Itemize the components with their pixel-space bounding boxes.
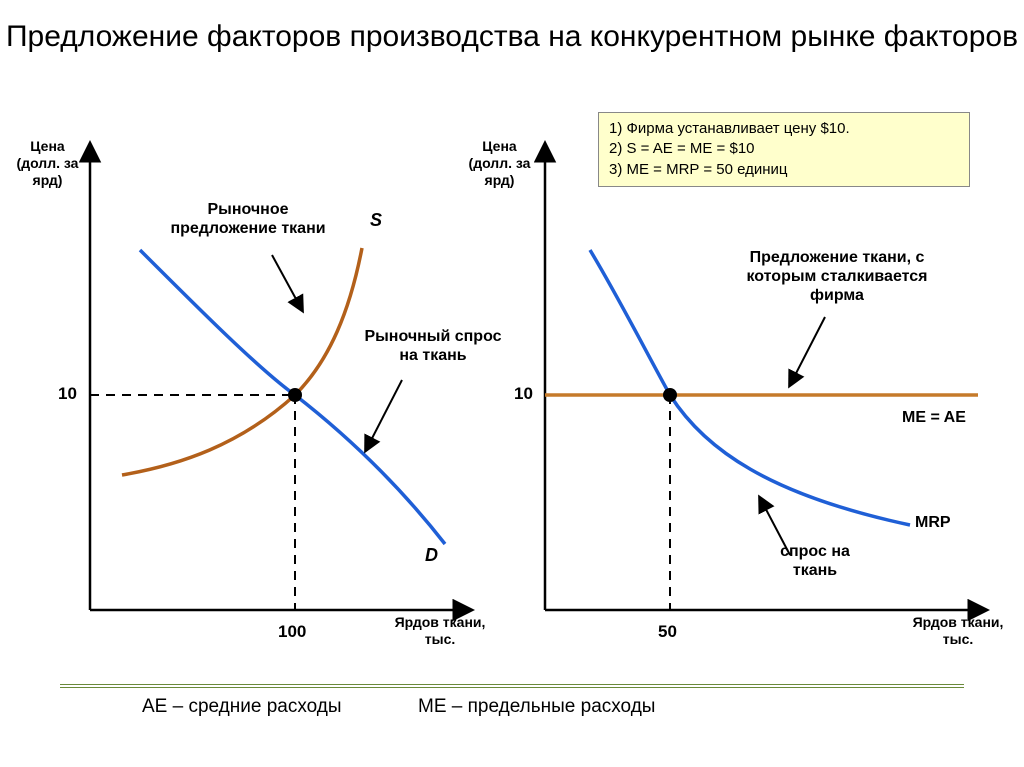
left-qty-tick: 100 (278, 622, 306, 642)
left-eq-point (288, 388, 302, 402)
right-price-tick: 10 (514, 384, 533, 404)
right-MEAE-label: ME = AE (902, 408, 966, 427)
right-demand-label: спрос на ткань (760, 542, 870, 580)
right-eq-point (663, 388, 677, 402)
right-y-axis-label: Цена (долл. за ярд) (462, 138, 537, 188)
right-MRP-label: MRP (915, 513, 951, 532)
left-supply-curve (122, 248, 362, 475)
left-supply-label: Рыночное предложение ткани (158, 200, 338, 238)
right-supply-anno-arrow (790, 317, 825, 385)
footer-rule (60, 684, 964, 688)
footer-me: ME – предельные расходы (418, 696, 655, 718)
left-supply-anno-arrow (272, 255, 302, 310)
chart-svg (0, 0, 1024, 767)
footer-ae: AE – средние расходы (142, 696, 342, 718)
right-supply-label: Предложение ткани, с которым сталкиваетс… (728, 248, 946, 306)
left-S-label: S (370, 210, 382, 231)
left-price-tick: 10 (58, 384, 77, 404)
left-demand-label: Рыночный спрос на ткань (358, 327, 508, 365)
left-x-axis-label: Ярдов ткани, тыс. (390, 614, 490, 648)
left-demand-anno-arrow (366, 380, 402, 450)
right-x-axis-label: Ярдов ткани, тыс. (908, 614, 1008, 648)
left-D-label: D (425, 545, 438, 566)
left-y-axis-label: Цена (долл. за ярд) (10, 138, 85, 188)
right-qty-tick: 50 (658, 622, 677, 642)
